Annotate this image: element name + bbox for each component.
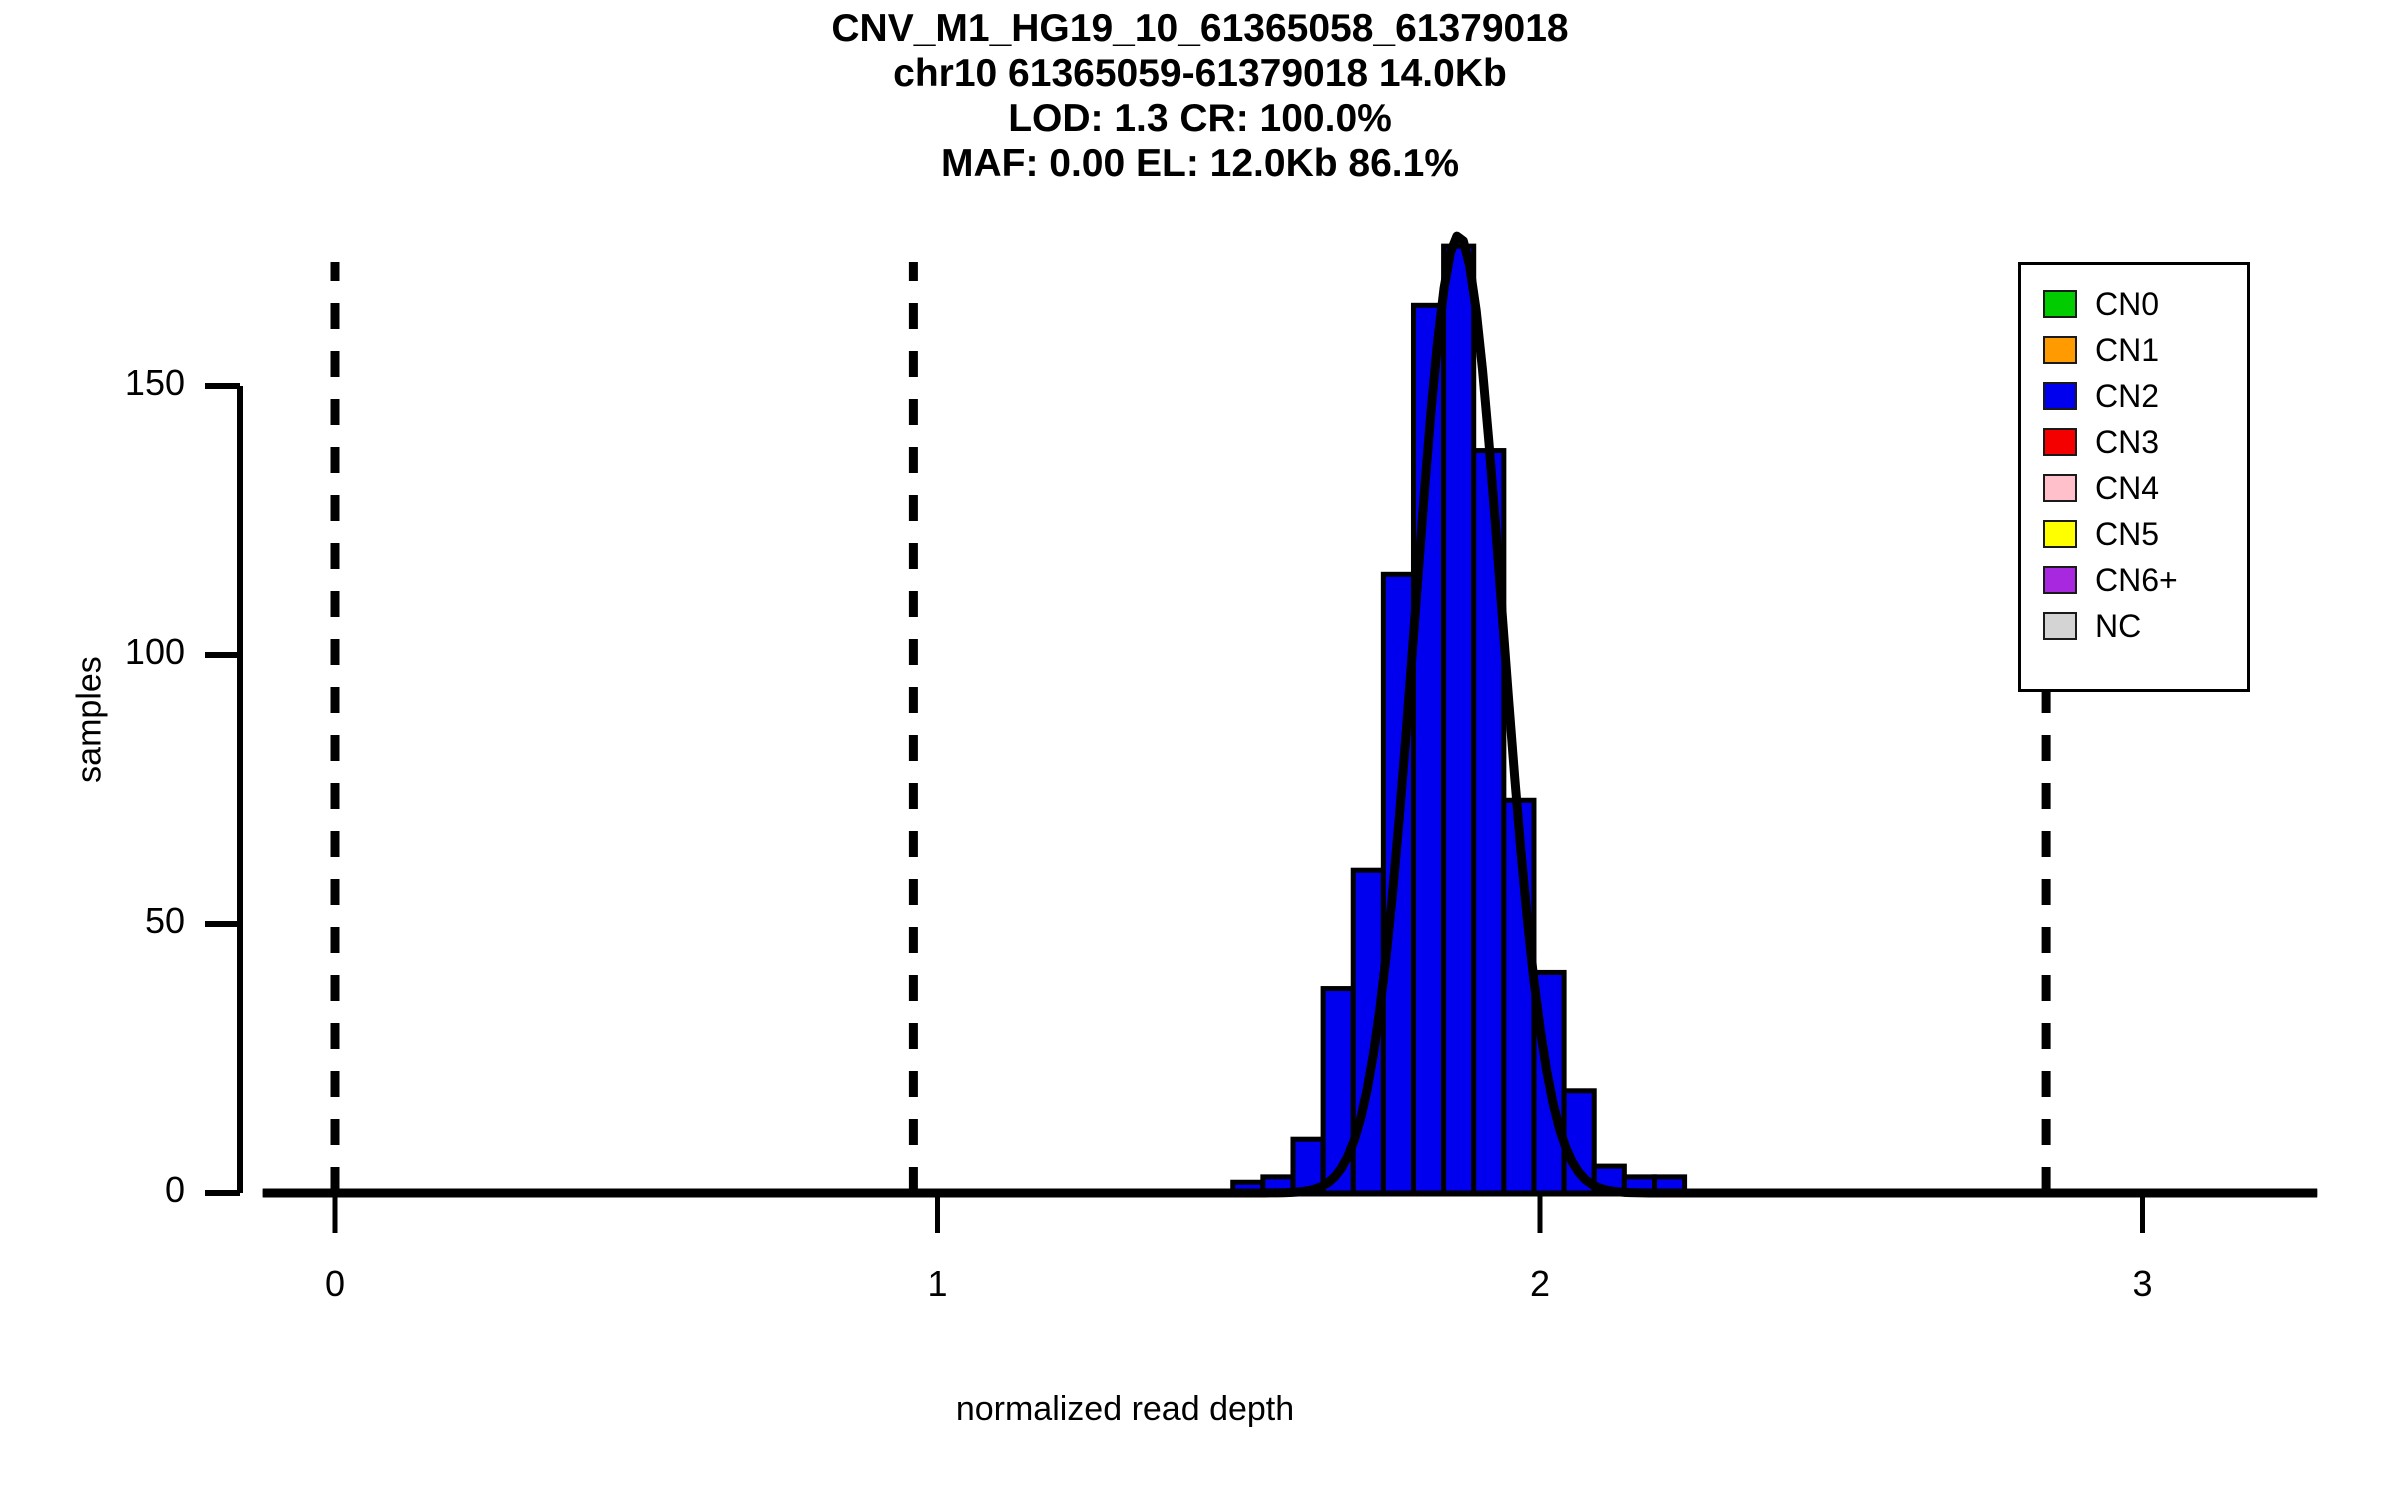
- legend-item-label: CN2: [2095, 378, 2160, 414]
- y-tick-label-50: 50: [144, 900, 185, 941]
- legend-item-cn6plus[interactable]: CN6+: [2043, 563, 2178, 597]
- legend-item-label: NC: [2095, 608, 2142, 644]
- legend: CN0 CN1 CN2 CN3 CN4 CN5 CN6+ NC: [2018, 262, 2250, 692]
- density-curve: [262, 231, 2318, 1198]
- y-tick-label-0: 0: [164, 1169, 185, 1210]
- x-tick-label-1: 1: [927, 1263, 948, 1304]
- legend-item-label: CN3: [2095, 424, 2160, 460]
- y-tick-label-150: 150: [124, 362, 185, 403]
- x-axis-label: normalized read depth: [955, 1390, 1295, 1428]
- x-tick-label-2: 2: [1529, 1263, 1551, 1304]
- legend-item-label: CN6+: [2095, 562, 2178, 598]
- legend-swatch-icon: [2043, 428, 2077, 456]
- legend-item-cn0[interactable]: CN0: [2043, 287, 2178, 321]
- legend-item-cn1[interactable]: CN1: [2043, 333, 2178, 367]
- legend-item-cn3[interactable]: CN3: [2043, 425, 2178, 459]
- legend-item-cn2[interactable]: CN2: [2043, 379, 2178, 413]
- legend-swatch-icon: [2043, 612, 2077, 640]
- legend-item-label: CN5: [2095, 516, 2160, 552]
- legend-item-cn4[interactable]: CN4: [2043, 471, 2178, 505]
- legend-item-label: CN1: [2095, 332, 2160, 368]
- histogram-bar: [1561, 1088, 1597, 1196]
- legend-swatch-icon: [2043, 290, 2077, 318]
- histogram-bar: [1350, 867, 1386, 1196]
- legend-swatch-icon: [2043, 474, 2077, 502]
- x-tick-label-3: 3: [2132, 1263, 2153, 1304]
- legend-swatch-icon: [2043, 336, 2077, 364]
- legend-swatch-icon: [2043, 382, 2077, 410]
- y-tick-label-100: 100: [124, 631, 185, 672]
- x-tick-label-0: 0: [324, 1263, 346, 1304]
- legend-swatch-icon: [2043, 566, 2077, 594]
- legend-item-nc[interactable]: NC: [2043, 609, 2178, 643]
- legend-item-cn5[interactable]: CN5: [2043, 517, 2178, 551]
- legend-item-label: CN4: [2095, 470, 2160, 506]
- histogram-bar: [1441, 243, 1477, 1196]
- legend-swatch-icon: [2043, 520, 2077, 548]
- y-axis-label: samples: [70, 656, 109, 783]
- legend-item-label: CN0: [2095, 286, 2160, 322]
